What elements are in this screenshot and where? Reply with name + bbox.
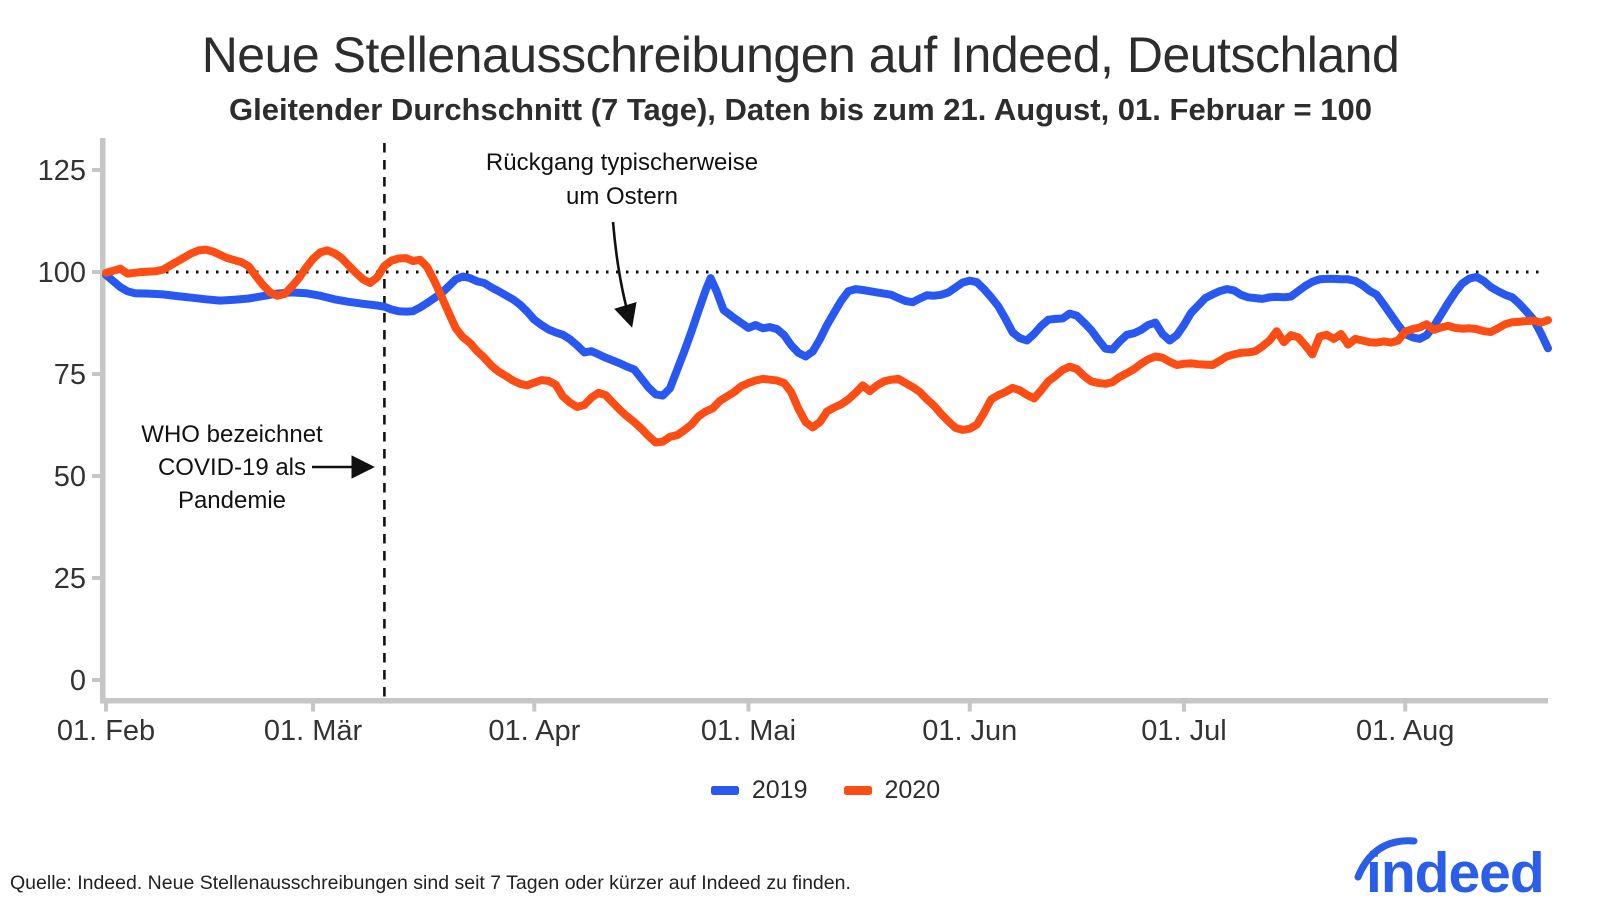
annotation-who-line2: COVID-19 als (157, 454, 307, 481)
y-tick-mark (92, 372, 100, 376)
annotation-arrows (312, 221, 637, 479)
legend-label-2020: 2020 (884, 776, 941, 804)
annotation-who-line3: Pandemie (177, 487, 287, 514)
y-tick-mark (92, 474, 100, 478)
annotation-who: WHO bezeichnet COVID-19 als Pandemie (52, 418, 412, 517)
indeed-logo-arc-icon (1354, 837, 1418, 881)
x-tick-mark (311, 703, 316, 712)
y-axis-line (100, 138, 106, 703)
legend-label-2019: 2019 (751, 776, 808, 804)
series-line-2020 (102, 245, 1552, 447)
x-tick-label: 01. Mai (701, 715, 796, 747)
series-line-2019 (102, 270, 1552, 400)
x-tick-label: 01. Jun (922, 715, 1017, 747)
axis-tick-labels: 0 25 50 75 100 125 01. Feb 01. Mär 01. Apr 01. Ma… (38, 155, 1455, 747)
y-tick-label: 25 (54, 563, 86, 595)
x-tick-mark (746, 703, 751, 712)
y-tick-mark (92, 678, 100, 682)
x-tick-mark (1181, 703, 1186, 712)
indeed-logo-text: indeed (1366, 841, 1544, 905)
y-tick-label: 100 (38, 257, 86, 289)
data-series (102, 245, 1552, 447)
x-tick-mark (104, 703, 108, 712)
legend-swatch-2019 (710, 786, 739, 795)
annotation-easter-line1: Rückgang typischerweise (485, 149, 759, 176)
x-tick-label: 01. Apr (488, 715, 580, 747)
y-tick-label: 0 (70, 665, 86, 697)
x-tick-mark (1403, 703, 1408, 712)
y-tick-mark (92, 168, 100, 172)
x-axis-line (100, 698, 1548, 704)
y-tick-label: 50 (54, 461, 86, 493)
reference-lines (106, 143, 1544, 700)
legend-swatch-2020 (843, 786, 872, 795)
annotation-who-line1: WHO bezeichnet (141, 421, 323, 448)
page-subtitle: Gleitender Durchschnitt (7 Tage), Daten … (229, 92, 1372, 127)
y-tick-label: 75 (54, 359, 86, 391)
indeed-logo: indeed (1354, 837, 1545, 905)
x-tick-mark (967, 703, 972, 712)
chart-legend: 2019 2020 (103, 776, 1548, 805)
annotation-easter: Rückgang typischerweise um Ostern (412, 146, 832, 214)
annotation-easter-line2: um Ostern (565, 183, 679, 210)
legend-item-2020: 2020 (843, 776, 941, 805)
easter-annotation-arrow (611, 221, 637, 328)
y-tick-mark (92, 576, 100, 580)
page-title: Neue Stellenausschreibungen auf Indeed, … (201, 27, 1400, 83)
y-tick-mark (92, 270, 100, 274)
x-tick-label: 01. Aug (1356, 715, 1454, 747)
x-tick-label: 01. Feb (57, 715, 155, 747)
x-tick-label: 01. Mär (264, 715, 363, 747)
source-note: Quelle: Indeed. Neue Stellenausschreibun… (10, 872, 851, 894)
x-tick-label: 01. Jul (1141, 715, 1226, 747)
y-tick-label: 125 (38, 155, 86, 187)
axes (92, 138, 1548, 712)
x-tick-mark (532, 703, 537, 712)
legend-item-2019: 2019 (710, 776, 808, 805)
